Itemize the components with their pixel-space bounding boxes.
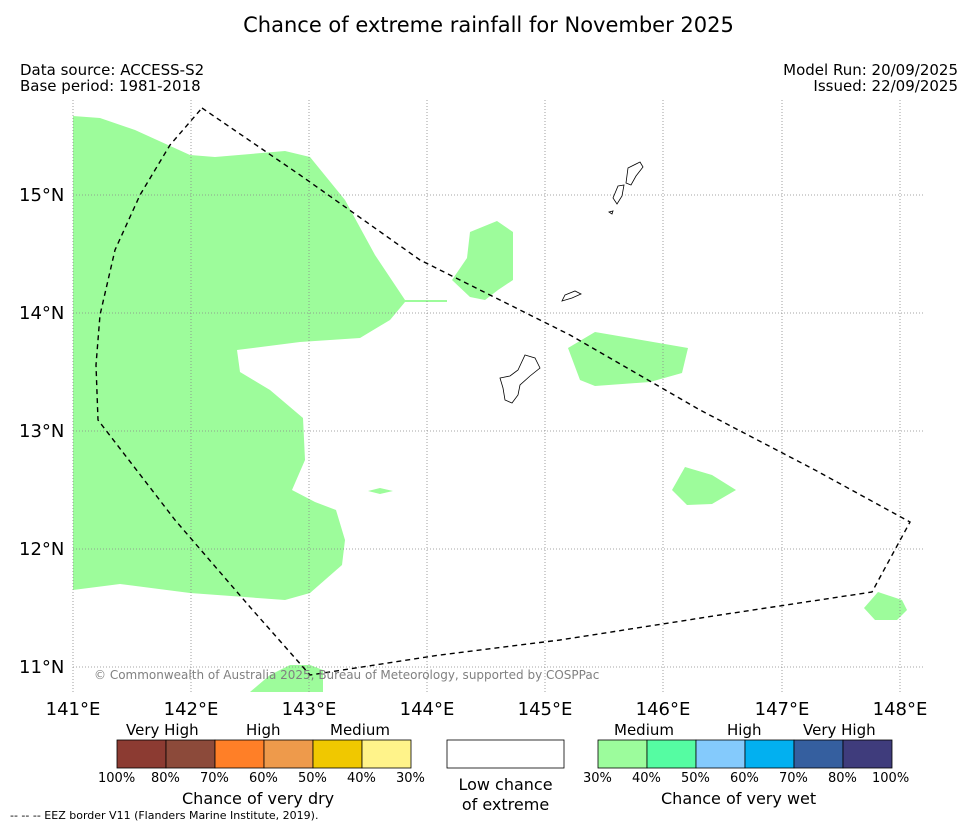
dry-percent-label: 30% <box>396 771 425 786</box>
wet-percent-label: 40% <box>632 771 661 786</box>
wet-swatch <box>597 739 648 769</box>
wet-percent-label: 100% <box>872 771 910 786</box>
wet-region-far-southeast <box>864 592 907 620</box>
rainfall-areas <box>73 116 907 692</box>
eez-footnote: -- -- -- EEZ border V11 (Flanders Marine… <box>10 809 319 822</box>
dry-percent-label: 70% <box>200 771 229 786</box>
lon-tick: 148°E <box>873 699 928 720</box>
dry-category-label: High <box>246 721 281 739</box>
dry-percent-label: 100% <box>98 771 136 786</box>
lat-tick: 14°N <box>19 303 64 324</box>
wet-swatch <box>793 739 844 769</box>
lon-tick: 143°E <box>282 699 337 720</box>
base-period-label: Base period: 1981-2018 <box>20 77 201 95</box>
dry-percent-label: 40% <box>347 771 376 786</box>
wet-swatch <box>842 739 893 769</box>
wet-category-label: Medium <box>614 721 674 739</box>
neutral-caption-line1: Low chance <box>458 775 553 794</box>
dry-category-label: Very High <box>126 721 199 739</box>
island-guam <box>499 354 541 404</box>
wet-region-east <box>568 332 688 386</box>
dry-legend-bar <box>116 739 412 769</box>
lon-tick: 146°E <box>636 699 691 720</box>
lat-tick: 11°N <box>19 657 64 678</box>
data-info: Data source: ACCESS-S2 Base period: 1981… <box>20 62 204 94</box>
dry-swatch <box>263 739 314 769</box>
graticule <box>72 100 924 692</box>
wet-region-west <box>73 116 447 600</box>
lat-tick: 13°N <box>19 421 64 442</box>
wet-region-speck <box>368 488 393 494</box>
data-source-label: Data source: ACCESS-S2 <box>20 61 205 79</box>
wet-percent-label: 50% <box>681 771 710 786</box>
lon-tick: 141°E <box>46 699 101 720</box>
model-run-label: Model Run: 20/09/2025 <box>783 61 958 79</box>
dry-swatch <box>214 739 265 769</box>
dry-swatch <box>312 739 363 769</box>
wet-category-label: Very High <box>803 721 876 739</box>
lat-tick: 12°N <box>19 539 64 560</box>
wet-percent-label: 60% <box>730 771 759 786</box>
island-saipan <box>625 161 644 186</box>
wet-percent-label: 80% <box>828 771 857 786</box>
wet-category-label: High <box>727 721 762 739</box>
wet-swatch <box>744 739 795 769</box>
lat-axis: 15°N 14°N 13°N 12°N 11°N <box>19 185 64 678</box>
dry-category-label: Medium <box>330 721 390 739</box>
neutral-swatch <box>446 739 565 769</box>
island-aguijan <box>608 210 614 215</box>
wet-legend-caption: Chance of very wet <box>661 789 817 808</box>
wet-percent-label: 70% <box>779 771 808 786</box>
wet-swatch <box>695 739 746 769</box>
lat-tick: 15°N <box>19 185 64 206</box>
wet-region-north-central <box>452 221 513 300</box>
map-title: Chance of extreme rainfall for November … <box>243 13 734 37</box>
lon-tick: 144°E <box>400 699 455 720</box>
islands <box>499 161 644 404</box>
copyright-notice: © Commonwealth of Australia 2025, Bureau… <box>94 668 600 682</box>
island-tinian <box>612 184 625 205</box>
dry-swatch <box>165 739 216 769</box>
wet-region-southeast-small <box>672 467 736 505</box>
wet-swatch <box>646 739 697 769</box>
dry-swatch <box>116 739 167 769</box>
run-info: Model Run: 20/09/2025 Issued: 22/09/2025 <box>783 62 958 94</box>
island-rota <box>561 290 582 302</box>
issued-label: Issued: 22/09/2025 <box>813 77 958 95</box>
lon-tick: 145°E <box>518 699 573 720</box>
wet-percent-label: 30% <box>583 771 612 786</box>
wet-legend-bar <box>597 739 893 769</box>
lon-tick: 142°E <box>164 699 219 720</box>
dry-legend-caption: Chance of very dry <box>182 789 335 808</box>
wet-region-south-bottom <box>250 665 323 692</box>
dry-percent-label: 80% <box>151 771 180 786</box>
lon-tick: 147°E <box>755 699 810 720</box>
dry-percent-label: 60% <box>249 771 278 786</box>
dry-percent-label: 50% <box>298 771 327 786</box>
lon-axis: 141°E 142°E 143°E 144°E 145°E 146°E 147°… <box>46 699 928 720</box>
neutral-caption-line2: of extreme <box>461 795 550 814</box>
dry-swatch <box>361 739 412 769</box>
